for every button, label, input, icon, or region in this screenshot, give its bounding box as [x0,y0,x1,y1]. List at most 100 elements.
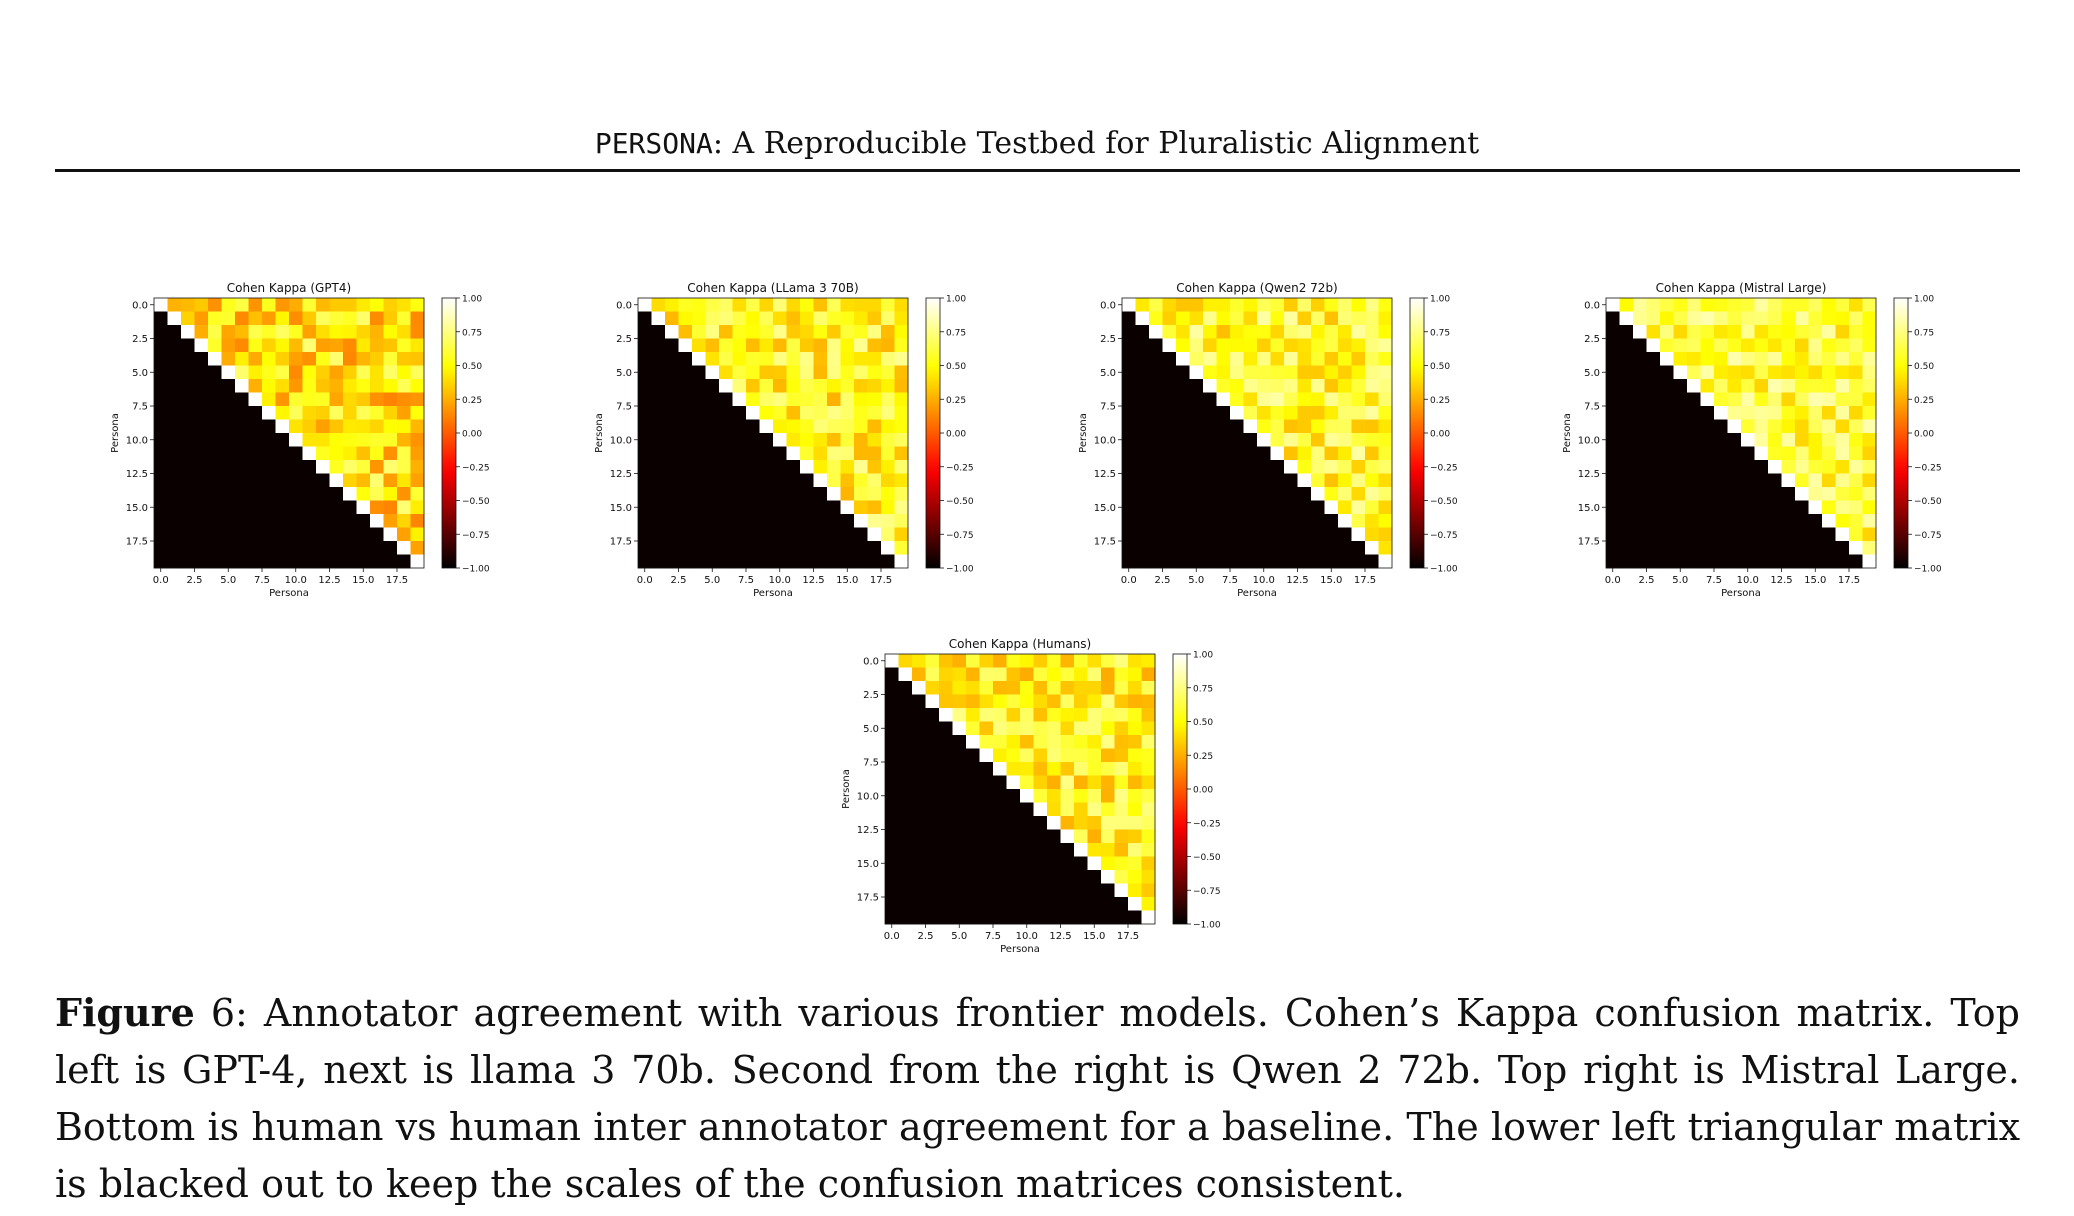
heatmap-cell [925,897,940,911]
heatmap-cell [1203,352,1217,366]
heatmap-cell [952,789,967,803]
heatmap-cell [827,392,841,407]
heatmap-cell [1714,379,1728,393]
heatmap-cell [329,338,344,353]
heatmap-cell [356,473,371,488]
heatmap-cell [1141,816,1156,830]
heatmap-cell [638,379,652,393]
heatmap-cell [1257,554,1271,569]
heatmap-cell [885,789,899,803]
heatmap-cell [302,365,317,380]
heatmap-cell [1230,406,1244,420]
heatmap-cell [262,527,276,542]
heatmap-cell [356,527,371,542]
heatmap-cell [289,352,303,366]
heatmap-cell [1243,527,1258,542]
heatmap-cell [1243,487,1258,501]
colorbar-tick-label: 0.50 [1193,718,1213,728]
heatmap-cell [1378,298,1393,312]
heatmap-cell [867,325,882,339]
heatmap-cell [1162,352,1177,366]
heatmap-cell [840,460,855,474]
heatmap-cell [1768,527,1782,542]
heatmap-cell [719,365,733,380]
heatmap-cell [993,721,1007,736]
heatmap-cell [208,554,222,569]
heatmap-cell [1006,775,1021,790]
heatmap-cell [316,433,330,447]
heatmap-cell [813,338,828,353]
heatmap-cell [343,500,357,515]
heatmap-cell [1633,311,1647,326]
heatmap-cell [665,365,679,380]
heatmap-cell [410,514,425,528]
heatmap-cell [1619,487,1634,501]
y-tick-label: 12.5 [857,825,879,836]
heatmap-cell [1338,311,1352,326]
heatmap-cell [316,419,330,434]
x-tick-label: 7.5 [1706,575,1722,586]
heatmap-cell [746,298,760,312]
heatmap-cell [1324,473,1339,488]
heatmap-cell [1216,514,1231,528]
heatmap-cell [952,843,967,857]
heatmap-cell [1101,829,1115,844]
heatmap-cell [719,392,733,407]
heatmap-cell [194,338,209,353]
heatmap-cell [1673,514,1688,528]
x-tick-label: 17.5 [386,575,408,586]
heatmap-cell [898,667,913,682]
heatmap-cell [208,325,222,339]
heatmap-cell [221,527,236,542]
heatmap-cell [1162,541,1177,555]
heatmap-cell [1687,325,1701,339]
heatmap-cell [1149,325,1163,339]
heatmap-cell [262,446,276,461]
heatmap-cell [925,667,940,682]
heatmap-cell [181,379,195,393]
heatmap-cell [289,460,303,474]
heatmap-cell [1020,708,1034,722]
heatmap-cell [1338,338,1352,353]
heatmap-cell [235,433,249,447]
heatmap-cell [1047,775,1061,790]
heatmap-cell [1230,379,1244,393]
heatmap-cell [885,762,899,776]
heatmap-cell [410,365,425,380]
heatmap-cell [1141,789,1156,803]
heatmap-cell [1087,910,1102,925]
x-tick-label: 5.0 [704,575,720,586]
heatmap-cell [840,352,855,366]
heatmap-cell [1768,433,1782,447]
heatmap-cell [1203,433,1217,447]
heatmap-cell [1141,843,1156,857]
heatmap-cell [759,419,774,434]
heatmap-cell [773,460,787,474]
heatmap-cell [966,708,980,722]
heatmap-cell [1176,406,1190,420]
heatmap-cell [665,487,679,501]
heatmap-cell [221,298,236,312]
heatmap-cell [894,500,909,515]
heatmap-cell [1338,352,1352,366]
heatmap-cell [370,433,384,447]
heatmap-cell [1646,311,1661,326]
heatmap-cell [1020,735,1034,749]
heatmap-cell [1162,500,1177,515]
caption-label: Figure [55,990,195,1035]
heatmap-cell [1822,352,1836,366]
heatmap-cell [1754,379,1769,393]
heatmap-cell [1673,365,1688,380]
heatmap-cell [1795,446,1809,461]
heatmap-cell [885,735,899,749]
heatmap-cell [1795,433,1809,447]
heatmap-cell [1768,473,1782,488]
heatmap-cell [1660,473,1674,488]
heatmap-cell [898,681,913,695]
heatmap-cell [881,325,895,339]
heatmap-cell [383,419,398,434]
heatmap-cell [1822,419,1836,434]
heatmap-cell [194,352,209,366]
heatmap-cell [966,843,980,857]
heatmap-cell [1822,338,1836,353]
